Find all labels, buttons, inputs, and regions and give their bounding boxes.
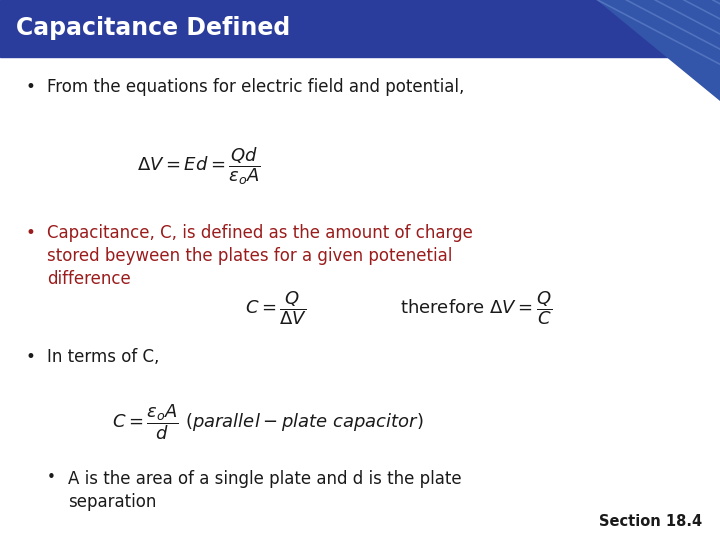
Text: $C = \dfrac{\varepsilon_o A}{d}\ \mathit{(parallel-plate\ capacitor)}$: $C = \dfrac{\varepsilon_o A}{d}\ \mathit… [112,402,423,442]
Text: Section 18.4: Section 18.4 [599,514,702,529]
Text: From the equations for electric field and potential,: From the equations for electric field an… [47,78,464,96]
Text: •: • [25,224,35,242]
Text: Capacitance Defined: Capacitance Defined [16,16,290,40]
FancyBboxPatch shape [0,0,720,57]
Text: Capacitance, C, is defined as the amount of charge
stored beyween the plates for: Capacitance, C, is defined as the amount… [47,224,472,288]
Text: $\mathrm{therefore}\ \Delta V = \dfrac{Q}{C}$: $\mathrm{therefore}\ \Delta V = \dfrac{Q… [400,289,552,327]
Text: $\Delta V = Ed = \dfrac{Qd}{\varepsilon_o A}$: $\Delta V = Ed = \dfrac{Qd}{\varepsilon_… [137,146,261,187]
Text: $C = \dfrac{Q}{\Delta V}$: $C = \dfrac{Q}{\Delta V}$ [245,289,307,327]
Text: In terms of C,: In terms of C, [47,348,159,366]
Text: •: • [47,470,55,485]
Text: •: • [25,348,35,366]
Polygon shape [598,0,720,100]
Text: •: • [25,78,35,96]
Text: A is the area of a single plate and d is the plate
separation: A is the area of a single plate and d is… [68,470,462,511]
